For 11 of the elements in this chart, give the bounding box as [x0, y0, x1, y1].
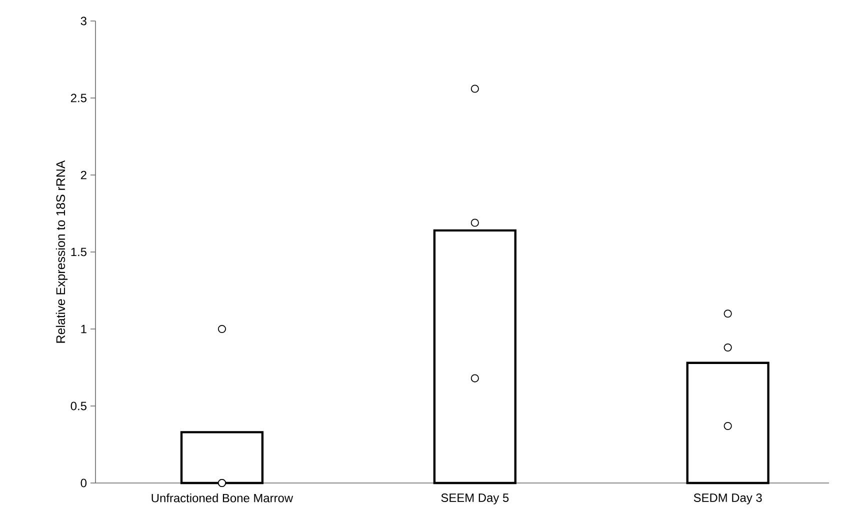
x-tick-label: Unfractioned Bone Marrow [152, 494, 294, 502]
y-tick-label: 1.5 [71, 248, 86, 256]
y-tick-label: 3 [80, 16, 86, 26]
y-tick-label: 1 [81, 324, 86, 334]
x-tick-label: SEEM Day 5 [441, 494, 509, 504]
y-tick-label: 0 [80, 478, 87, 488]
y-tick-label: 2.5 [70, 94, 86, 102]
y-tick-label: 0.5 [70, 402, 86, 410]
y-axis-title: Relative Expression to 18S rRNA [56, 160, 68, 343]
y-tick-label: 2 [80, 170, 86, 180]
x-tick-label: SEDM Day 3 [694, 494, 762, 504]
